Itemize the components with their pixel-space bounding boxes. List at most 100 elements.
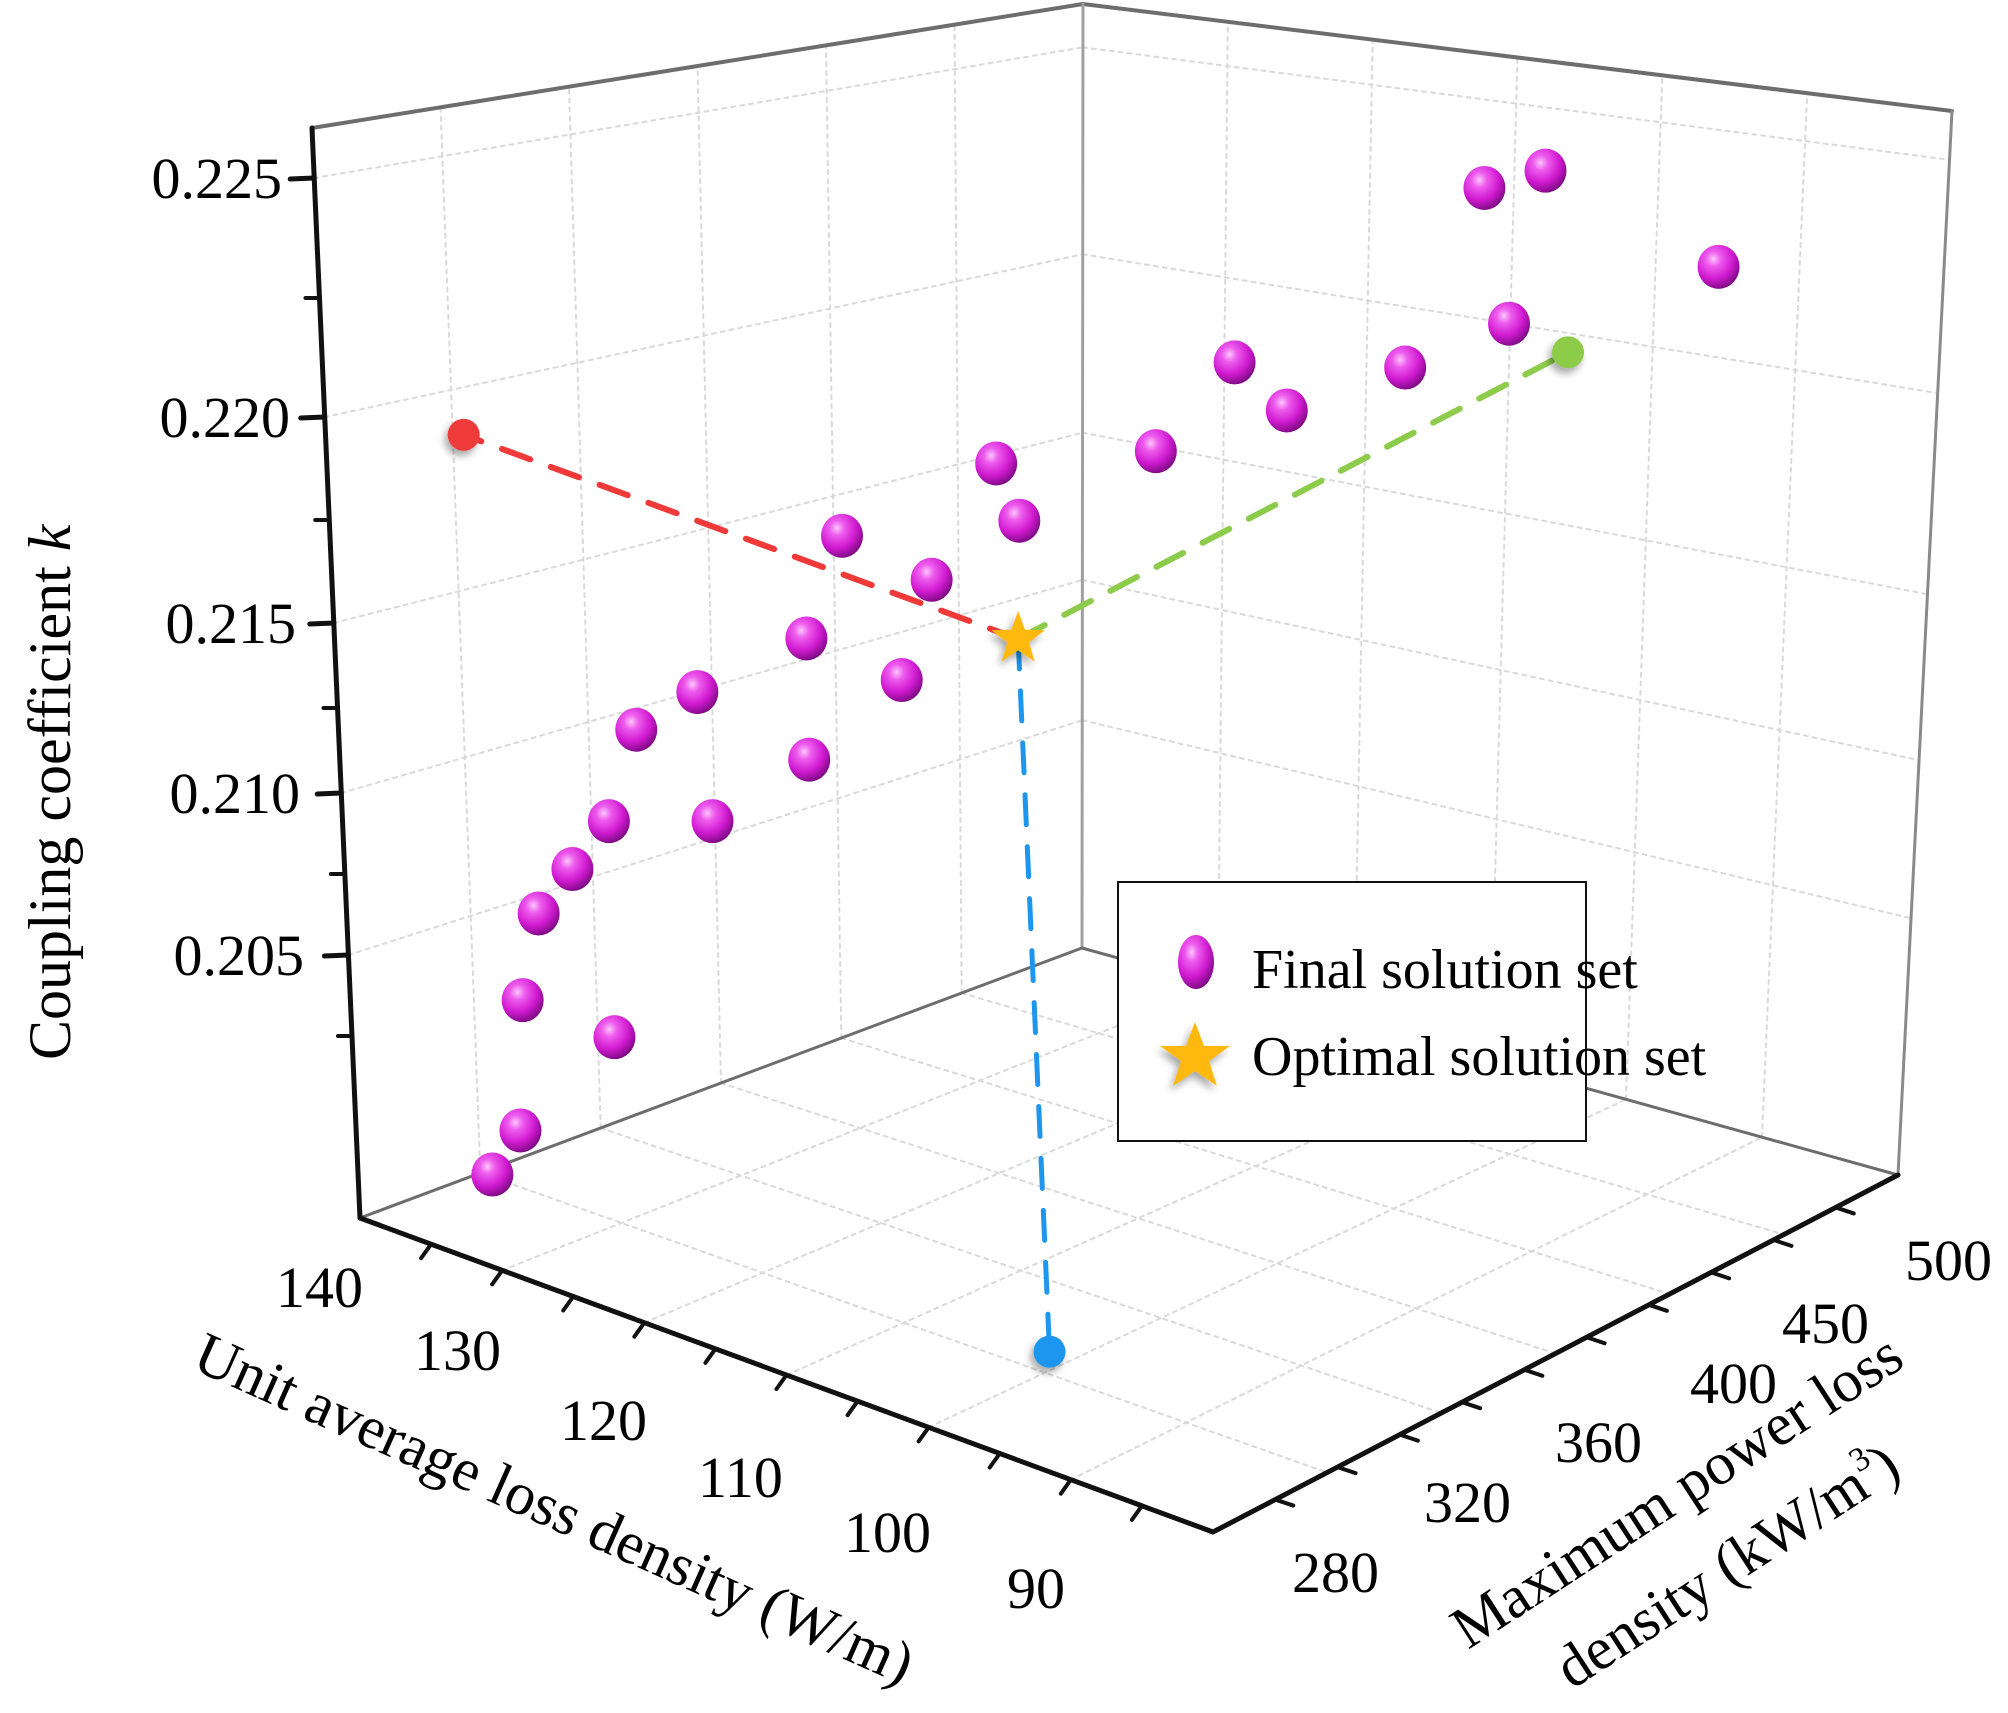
grid-line	[347, 719, 1084, 956]
y-tick-labels: 280 320 360 400 450 500	[1292, 1228, 1992, 1605]
legend-sphere-icon	[1178, 935, 1214, 989]
data-points	[471, 148, 1740, 1197]
frame-edge	[1081, 2, 1954, 113]
z-major-tick	[307, 620, 337, 627]
green-projection-line	[1015, 349, 1572, 642]
axes-frame	[309, 2, 1954, 1535]
grid-line	[720, 1082, 1557, 1355]
grid-line	[1081, 719, 1913, 920]
grid-line	[568, 85, 602, 1129]
grid-line	[696, 65, 722, 1084]
y-tick-label: 360	[1555, 1410, 1642, 1475]
legend-star-icon	[1160, 1022, 1230, 1086]
y-tick-label: 400	[1690, 1351, 1777, 1416]
y-tick	[1646, 1302, 1669, 1313]
final-solution-point	[676, 670, 719, 715]
final-solution-point	[593, 1015, 636, 1060]
y-tick	[1335, 1465, 1358, 1476]
legend-box	[1117, 881, 1587, 1142]
y-tick	[1522, 1367, 1545, 1378]
y-tick-label: 450	[1782, 1291, 1869, 1356]
x-tick	[1129, 1503, 1144, 1522]
final-solution-point	[910, 557, 953, 602]
frame-edge	[310, 2, 1085, 130]
z-axis-line	[309, 125, 363, 1221]
z-major-tick	[321, 952, 351, 959]
legend: Final solution set Optimal solution set	[1117, 881, 1707, 1142]
final-solution-point	[471, 1152, 514, 1197]
final-solution-point	[1524, 148, 1567, 193]
final-solution-point	[691, 799, 734, 844]
z-major-tick	[314, 790, 344, 797]
grid-line	[1761, 92, 1809, 1139]
x-tick	[632, 1320, 647, 1339]
y-tick	[1709, 1270, 1732, 1281]
final-solution-point	[785, 616, 828, 661]
x-tick-label: 130	[414, 1318, 501, 1383]
grid-line	[953, 23, 963, 994]
z-tick-labels: 0.225 0.220 0.215 0.210 0.205	[152, 146, 305, 988]
final-solution-point	[587, 799, 630, 844]
x-tick-label: 110	[698, 1445, 783, 1510]
x-axis-title: Unit average loss density (W/m)	[185, 1320, 924, 1697]
final-solution-point	[788, 737, 831, 782]
grid-line	[1081, 431, 1929, 596]
grid-line	[313, 46, 1084, 179]
y-axis-line	[1210, 1172, 1901, 1535]
red-projection-point	[447, 418, 480, 451]
x-tick	[419, 1242, 434, 1261]
x-tick	[703, 1346, 718, 1365]
x-tick-label: 90	[1007, 1556, 1065, 1621]
y-tick	[1584, 1335, 1607, 1346]
x-tick	[561, 1294, 576, 1313]
grid-line	[1489, 56, 1519, 1063]
legend-label-final: Final solution set	[1252, 939, 1638, 1001]
final-solution-point	[880, 658, 923, 703]
final-solution-point	[975, 441, 1018, 486]
x-tick-label: 120	[560, 1388, 647, 1453]
blue-projection-line	[1015, 636, 1053, 1355]
frame-edge	[1080, 2, 1085, 950]
grid-lines	[313, 20, 1951, 1481]
z-tick-label: 0.210	[170, 761, 301, 826]
grid-line	[1353, 38, 1374, 1025]
z-major-tick	[287, 175, 317, 182]
z-tick-label: 0.225	[152, 146, 283, 211]
red-projection-line	[460, 431, 1022, 642]
final-solution-point	[517, 891, 560, 936]
z-major-tick	[298, 414, 328, 421]
final-solution-point	[615, 707, 658, 752]
final-solution-point	[821, 513, 864, 558]
final-solution-point	[1134, 429, 1177, 474]
final-solution-point	[1384, 345, 1427, 390]
projection-lines	[447, 336, 1585, 1368]
blue-projection-point	[1033, 1335, 1066, 1368]
final-solution-point	[499, 1108, 542, 1153]
x-tick	[490, 1268, 505, 1287]
final-solution-point	[501, 978, 544, 1023]
grid-line	[1625, 74, 1664, 1101]
z-axis-title: Coupling coefficient k	[17, 523, 83, 1060]
grid-line	[439, 106, 482, 1174]
z-tick-label: 0.205	[174, 923, 305, 988]
final-solution-point	[1463, 165, 1506, 210]
grid-line	[323, 253, 1084, 418]
x-tick	[916, 1425, 931, 1444]
x-tick-label: 100	[844, 1500, 931, 1565]
x-tick	[845, 1399, 860, 1418]
final-solution-point	[551, 847, 594, 892]
grid-line	[1081, 46, 1951, 161]
x-tick	[774, 1373, 789, 1391]
grid-line	[960, 992, 1785, 1236]
final-solution-point	[1697, 244, 1740, 289]
grid-line	[1081, 578, 1921, 762]
z-tick-label: 0.215	[166, 591, 297, 656]
final-solution-point	[1488, 301, 1531, 346]
y-tick-label: 320	[1424, 1470, 1511, 1535]
frame-edge	[1896, 109, 1954, 1177]
x-tick	[1058, 1477, 1073, 1496]
z-axis-title-k: k	[17, 523, 83, 551]
y-tick	[1460, 1400, 1483, 1411]
y-tick-label: 280	[1292, 1540, 1379, 1605]
